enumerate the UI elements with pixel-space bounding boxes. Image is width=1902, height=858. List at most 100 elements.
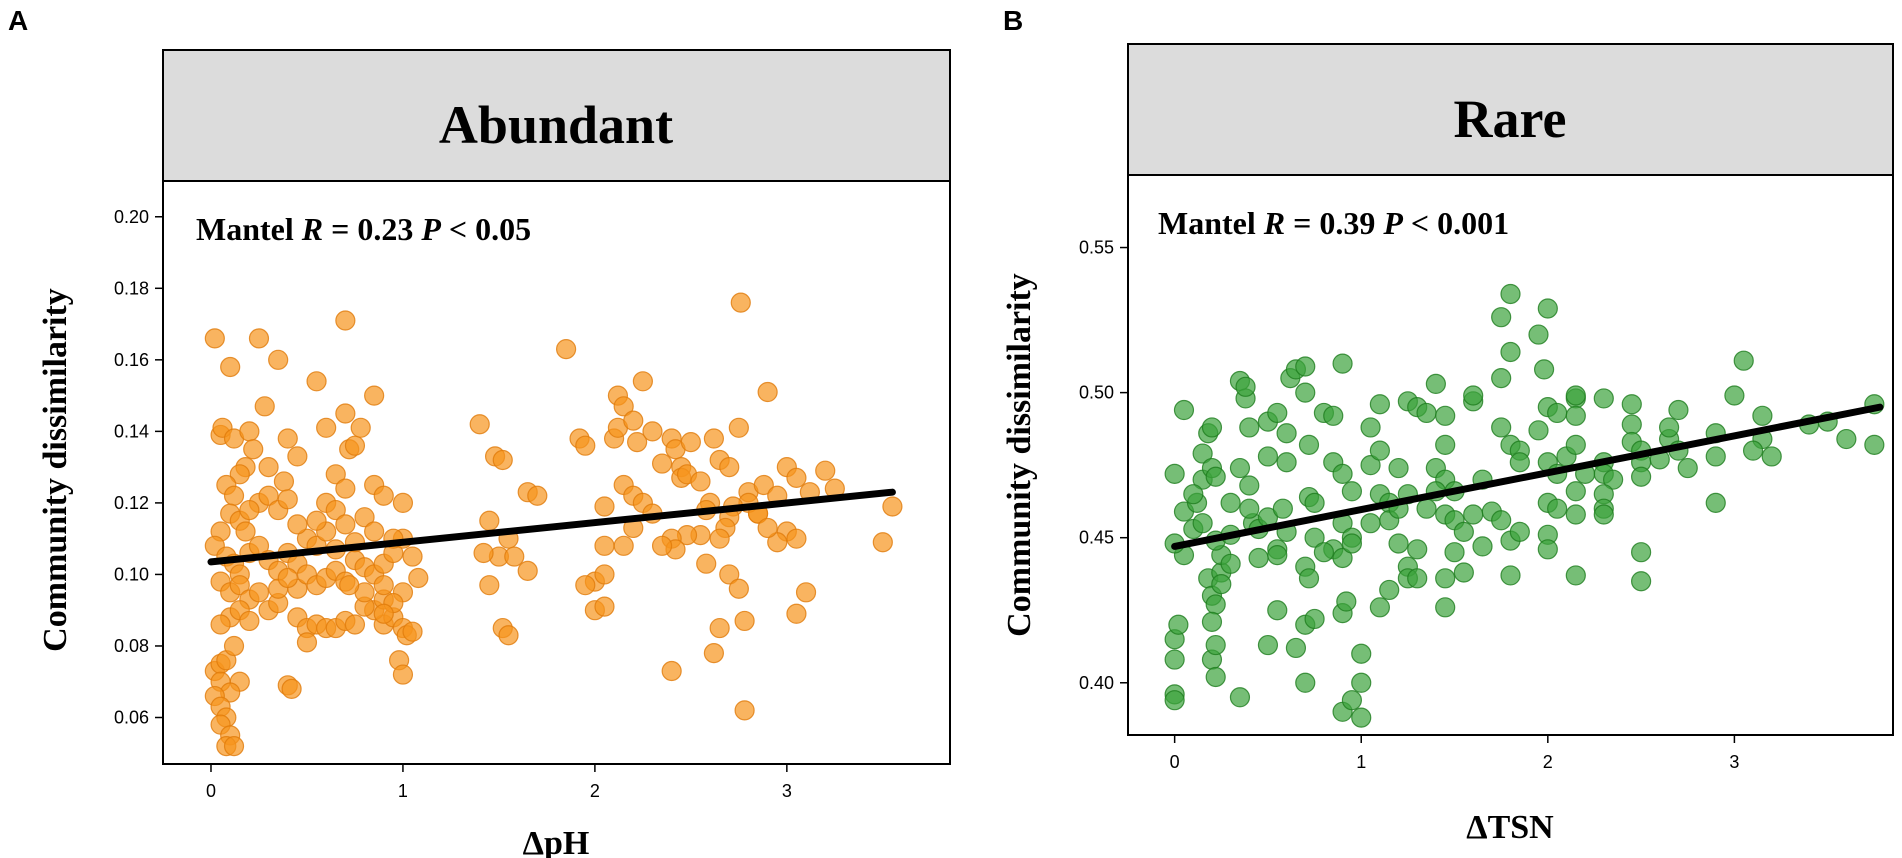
data-point <box>1444 542 1465 563</box>
data-point <box>1491 368 1512 389</box>
data-point <box>1565 565 1586 586</box>
x-tick-label: 1 <box>1356 752 1366 772</box>
annot-p-symbol: P <box>1382 205 1403 241</box>
data-point <box>306 510 327 531</box>
data-point <box>1705 446 1726 467</box>
data-point <box>1235 376 1256 397</box>
y-tick-label: 0.20 <box>114 207 149 227</box>
data-point <box>1631 542 1652 563</box>
data-point <box>1547 498 1568 519</box>
x-tick-label: 3 <box>1729 752 1739 772</box>
annot-r-symbol: R <box>1263 205 1285 241</box>
data-point <box>1239 498 1260 519</box>
x-axis-a: 0 1 2 3 <box>206 764 792 801</box>
data-point <box>1220 553 1241 574</box>
data-point <box>1298 434 1320 455</box>
data-point <box>1164 690 1185 711</box>
data-point <box>1379 579 1400 601</box>
data-point <box>243 439 264 460</box>
y-tick-label: 0.18 <box>114 278 149 298</box>
data-point <box>757 517 778 539</box>
data-point <box>335 403 356 424</box>
x-tick-label: 2 <box>590 781 600 801</box>
y-axis-a: 0.06 0.08 0.10 0.12 0.14 0.16 0.18 0.20 <box>114 207 163 728</box>
data-point <box>248 582 270 603</box>
data-point <box>504 546 525 567</box>
data-point <box>1724 385 1745 406</box>
title-b: Rare <box>1454 89 1567 149</box>
data-point <box>1201 417 1223 438</box>
data-point <box>1360 417 1381 438</box>
data-point <box>1239 417 1260 438</box>
data-point <box>786 467 807 488</box>
data-point <box>1285 637 1307 659</box>
annot-prefix: Mantel <box>1158 205 1264 241</box>
data-point <box>1341 481 1363 502</box>
data-point <box>1323 405 1344 426</box>
data-point <box>882 496 903 517</box>
y-tick-label: 0.06 <box>114 708 149 728</box>
data-point <box>703 643 725 664</box>
data-point <box>223 635 245 657</box>
data-point <box>1332 353 1353 374</box>
data-point <box>306 371 327 392</box>
data-point <box>204 328 225 349</box>
data-point <box>1369 394 1390 415</box>
data-point <box>872 532 893 553</box>
data-point <box>1658 417 1680 438</box>
data-point <box>350 417 371 438</box>
data-point <box>498 625 519 646</box>
data-point <box>1500 283 1521 305</box>
data-point <box>661 660 682 682</box>
data-point <box>316 417 337 438</box>
data-point <box>1761 446 1782 467</box>
data-point <box>273 471 295 492</box>
data-point <box>1351 643 1372 664</box>
data-point <box>728 417 749 438</box>
data-point <box>1183 484 1204 505</box>
x-tick-label: 1 <box>398 781 408 801</box>
data-point <box>479 575 500 596</box>
data-point <box>1565 405 1586 426</box>
data-point <box>1257 634 1279 656</box>
mantel-annotation-b: Mantel R = 0.39 P < 0.001 <box>1158 205 1509 241</box>
data-point <box>1425 373 1446 395</box>
data-point <box>1565 434 1586 455</box>
data-point <box>1295 382 1316 403</box>
data-point <box>335 478 356 499</box>
data-point <box>469 414 490 435</box>
data-point <box>1205 634 1226 656</box>
data-point <box>696 553 717 574</box>
data-point <box>1435 405 1456 426</box>
data-point <box>344 614 366 635</box>
data-point <box>1332 463 1353 484</box>
data-point <box>632 371 653 392</box>
data-point <box>258 457 279 478</box>
data-point <box>757 381 778 403</box>
data-point <box>517 560 538 581</box>
data-point <box>1603 469 1624 490</box>
data-point <box>1537 539 1558 560</box>
data-point <box>364 385 385 406</box>
data-point <box>248 328 270 349</box>
data-point <box>1836 428 1857 450</box>
data-point <box>1313 542 1335 563</box>
data-point <box>690 471 711 492</box>
trend-b <box>1171 403 1884 550</box>
data-point <box>364 521 385 542</box>
data-point <box>1435 434 1456 455</box>
data-point <box>1369 597 1390 618</box>
data-point <box>287 514 308 535</box>
data-point <box>277 567 298 589</box>
data-point <box>1341 690 1363 711</box>
x-tick-label: 0 <box>1170 752 1180 772</box>
data-point <box>1621 394 1642 415</box>
data-point <box>277 489 298 510</box>
data-point <box>1164 649 1185 670</box>
data-point <box>1565 504 1586 525</box>
annot-r-value: = 0.23 <box>323 211 421 247</box>
y-tick-label: 0.50 <box>1079 383 1114 403</box>
data-point <box>815 460 836 481</box>
title-strip-b <box>1127 43 1894 176</box>
data-point <box>1752 405 1773 426</box>
